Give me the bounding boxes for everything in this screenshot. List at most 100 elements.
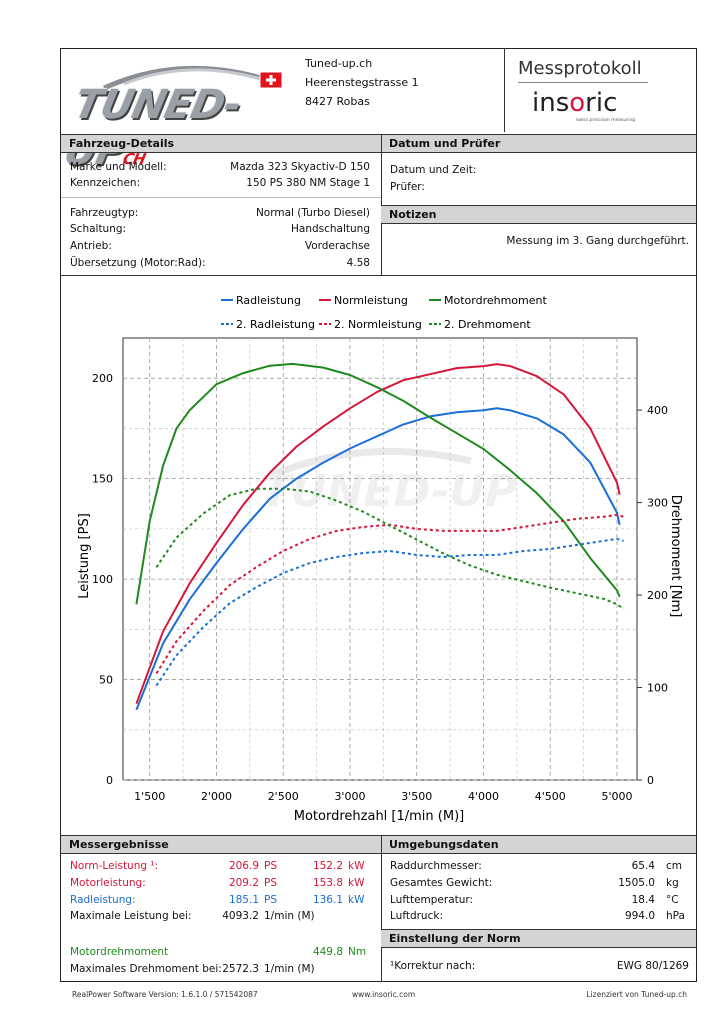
vehicle-value-plate: 150 PS 380 NM Stage 1 xyxy=(246,177,370,189)
legend-label: 2. Drehmoment xyxy=(444,318,531,331)
plot-area xyxy=(122,337,638,781)
result-ps-unit-engine: PS xyxy=(264,877,277,889)
result-label-norm: Norm-Leistung ¹: xyxy=(70,860,159,872)
norm-label: ¹Korrektur nach: xyxy=(390,960,476,972)
vehicle-label-gearbox: Schaltung: xyxy=(70,223,127,235)
result-kw-norm: 152.2 xyxy=(312,860,343,872)
max-power-label: Maximale Leistung bei: xyxy=(70,910,192,922)
max-power-unit: 1/min (M) xyxy=(264,910,315,922)
y-tick-label: 150 xyxy=(92,473,113,486)
result-ps-norm: 206.9 xyxy=(228,860,259,872)
y2-tick-label: 200 xyxy=(647,589,668,602)
tuned-up-logo: TUNED-UPCH xyxy=(60,54,296,174)
y-tick-label: 200 xyxy=(92,372,113,385)
date-label: Datum und Zeit: xyxy=(390,164,477,176)
x-tick-label: 1'500 xyxy=(134,790,165,803)
max-power-rpm: 4093.2 xyxy=(222,910,259,922)
vehicle-value-type: Normal (Turbo Diesel) xyxy=(255,207,370,219)
legend-label: 2. Radleistung xyxy=(236,318,315,331)
y2-tick-label: 300 xyxy=(647,497,668,510)
logo-swoosh-icon xyxy=(102,65,283,91)
brand-tagline: swiss precision measuring xyxy=(576,118,636,123)
env-unit-pressure: hPa xyxy=(666,910,685,922)
vehicle-value-ratio: 4.58 xyxy=(346,257,370,269)
tester-label: Prüfer: xyxy=(390,181,425,193)
series-line-2-drehmoment xyxy=(155,487,625,610)
legend-label: 2. Normleistung xyxy=(334,318,422,331)
env-value-pressure: 994.0 xyxy=(624,910,655,922)
max-torque-unit: 1/min (M) xyxy=(264,963,315,975)
svg-text:TUNED-UP: TUNED-UP xyxy=(261,466,517,517)
legend-label: Motordrehmoment xyxy=(444,294,547,307)
series-line-normleistung xyxy=(135,363,621,705)
y2-tick-label: 400 xyxy=(647,404,668,417)
result-label-wheel: Radleistung: xyxy=(70,894,136,906)
env-label-pressure: Luftdruck: xyxy=(390,910,443,922)
result-kw-wheel: 136.1 xyxy=(312,894,343,906)
results-heading: Messergebnisse xyxy=(61,835,382,854)
result-label-engine: Motorleistung: xyxy=(70,877,146,889)
date-tester-heading: Datum und Prüfer xyxy=(381,134,696,153)
norm-value: EWG 80/1269 xyxy=(616,960,689,972)
vehicle-heading: Fahrzeug-Details xyxy=(61,134,382,153)
y-axis-label: Leistung [PS] xyxy=(77,513,92,599)
vehicle-label-type: Fahrzeugtyp: xyxy=(70,207,139,219)
y2-axis-label: Drehmoment [Nm] xyxy=(668,495,683,618)
torque-value: 449.8 xyxy=(312,946,343,958)
environment-heading: Umgebungsdaten xyxy=(381,835,696,854)
result-ps-wheel: 185.1 xyxy=(228,894,259,906)
series-line-2-radleistung xyxy=(155,537,624,687)
result-ps-unit-wheel: PS xyxy=(264,894,277,906)
env-unit-temp: °C xyxy=(666,894,679,906)
vehicle-label-model: Marke und Modell: xyxy=(70,161,167,173)
result-ps-unit-norm: PS xyxy=(264,860,277,872)
footer-license: Lizenziert von Tuned-up.ch xyxy=(586,990,687,999)
max-torque-label: Maximales Drehmoment bei: xyxy=(70,963,222,975)
x-tick-label: 4'500 xyxy=(535,790,566,803)
torque-unit: Nm xyxy=(348,946,367,958)
y-tick-label: 50 xyxy=(99,674,113,687)
vehicle-value-model: Mazda 323 Skyactiv-D 150 xyxy=(230,161,370,173)
y-tick-label: 0 xyxy=(106,774,113,787)
x-tick-label: 3'500 xyxy=(401,790,432,803)
y2-tick-label: 100 xyxy=(647,682,668,695)
company-street: Heerenstegstrasse 1 xyxy=(305,76,419,89)
notes-heading: Notizen xyxy=(381,205,696,224)
x-axis-label: Motordrehzahl [1/min (M)] xyxy=(294,809,464,824)
max-torque-rpm: 2572.3 xyxy=(222,963,259,975)
norm-heading: Einstellung der Norm xyxy=(381,929,696,948)
torque-label: Motordrehmoment xyxy=(70,946,169,958)
y-tick-label: 100 xyxy=(92,573,113,586)
result-ps-engine: 209.2 xyxy=(228,877,259,889)
env-value-weight: 1505.0 xyxy=(618,877,655,889)
insoric-brand: insoric xyxy=(532,88,618,118)
env-label-temp: Lufttemperatur: xyxy=(390,894,474,906)
protocol-title: Messprotokoll xyxy=(518,58,642,79)
vehicle-value-gearbox: Handschaltung xyxy=(291,223,370,235)
env-unit-wheel: cm xyxy=(666,860,683,872)
env-label-weight: Gesamtes Gewicht: xyxy=(390,877,493,889)
y2-tick-label: 0 xyxy=(647,774,654,787)
x-tick-label: 3'000 xyxy=(334,790,365,803)
notes-text: Messung im 3. Gang durchgeführt. xyxy=(506,235,689,247)
footer-software: RealPower Software Version: 1.6.1.0 / 57… xyxy=(72,990,258,999)
x-tick-label: 2'500 xyxy=(268,790,299,803)
vehicle-label-plate: Kennzeichen: xyxy=(70,177,141,189)
x-tick-label: 2'000 xyxy=(201,790,232,803)
dyno-chart: TUNED-UP 1'500 2'000 2'500 3'000 3'500 4'000 4… xyxy=(77,294,683,824)
vehicle-value-drive: Vorderachse xyxy=(304,240,370,252)
result-kw-unit-wheel: kW xyxy=(348,894,365,906)
legend-label: Radleistung xyxy=(236,294,301,307)
result-kw-unit-engine: kW xyxy=(348,877,365,889)
company-city: 8427 Robas xyxy=(305,95,370,108)
footer-website[interactable]: www.insoric.com xyxy=(352,990,416,999)
protocol-frame xyxy=(60,48,697,982)
legend-label: Normleistung xyxy=(334,294,408,307)
watermark-logo: TUNED-UP xyxy=(261,447,517,517)
company-name: Tuned-up.ch xyxy=(305,57,373,70)
env-value-wheel: 65.4 xyxy=(631,860,655,872)
series-line-radleistung xyxy=(135,407,621,711)
env-label-wheel: Raddurchmesser: xyxy=(390,860,482,872)
x-tick-label: 5'000 xyxy=(601,790,632,803)
env-unit-weight: kg xyxy=(666,877,679,889)
